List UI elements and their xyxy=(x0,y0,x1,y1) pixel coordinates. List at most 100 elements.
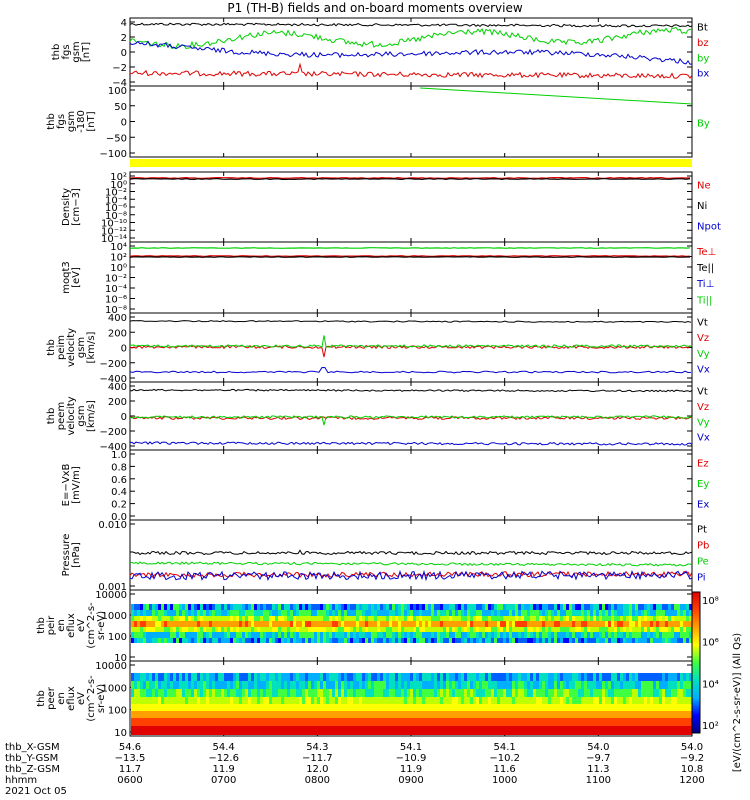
spectro-cell xyxy=(362,704,365,711)
y-axis-label: gsm xyxy=(76,337,87,358)
spectro-cell xyxy=(152,638,155,643)
spectro-cell xyxy=(251,718,254,726)
colorbar-label: [eV/(cm^2-s-sr-eV)] (All Qs) xyxy=(732,633,743,772)
spectro-cell xyxy=(623,616,626,621)
spectro-cell xyxy=(575,718,578,726)
spectro-cell xyxy=(521,711,524,718)
spectro-cell xyxy=(494,697,497,704)
spectro-cell xyxy=(179,604,182,610)
spectro-cell xyxy=(566,673,569,681)
spectro-cell xyxy=(413,610,416,616)
spectro-cell xyxy=(131,718,134,726)
spectro-cell xyxy=(179,673,182,681)
series-vt-ion xyxy=(129,320,692,323)
spectro-cell xyxy=(170,689,173,697)
spectro-cell xyxy=(242,681,245,689)
spectro-cell xyxy=(335,681,338,689)
y-axis-label: thb xyxy=(46,408,57,425)
spectro-cell xyxy=(356,718,359,726)
spectro-cell xyxy=(593,718,596,726)
spectro-cell xyxy=(308,689,311,697)
spectro-cell xyxy=(449,689,452,697)
spectro-cell xyxy=(131,627,134,632)
spectro-cell xyxy=(404,711,407,718)
spectro-cell xyxy=(503,704,506,711)
spectro-cell xyxy=(446,616,449,621)
spectro-cell xyxy=(170,704,173,711)
footer-value: 11.9 xyxy=(213,764,235,775)
spectro-cell xyxy=(200,632,203,638)
spectro-cell xyxy=(326,689,329,697)
spectro-cell xyxy=(530,616,533,621)
spectro-cell xyxy=(482,697,485,704)
spectro-cell xyxy=(377,704,380,711)
spectro-cell xyxy=(683,610,686,616)
spectro-cell xyxy=(278,604,281,610)
spectro-cell xyxy=(284,638,287,643)
spectro-cell xyxy=(566,627,569,632)
spectro-cell xyxy=(578,718,581,726)
spectro-cell xyxy=(173,689,176,697)
spectro-cell xyxy=(671,627,674,632)
spectro-cell xyxy=(317,632,320,638)
spectro-cell xyxy=(146,689,149,697)
spectro-cell xyxy=(470,638,473,643)
spectro-cell xyxy=(368,697,371,704)
spectro-cell xyxy=(443,638,446,643)
spectro-cell xyxy=(674,711,677,718)
spectro-cell xyxy=(323,726,326,735)
spectro-cell xyxy=(422,638,425,643)
spectro-cell xyxy=(566,726,569,735)
spectro-cell xyxy=(605,610,608,616)
spectro-cell xyxy=(284,627,287,632)
spectro-cell xyxy=(287,627,290,632)
spectro-cell xyxy=(239,697,242,704)
spectro-cell xyxy=(467,616,470,621)
spectro-cell xyxy=(467,681,470,689)
legend-label-vt: Vt xyxy=(697,318,708,329)
spectro-cell xyxy=(554,689,557,697)
spectro-cell xyxy=(524,697,527,704)
spectro-cell xyxy=(638,689,641,697)
y-tick-label: 10⁰ xyxy=(110,180,127,191)
spectro-cell xyxy=(614,616,617,621)
spectro-cell xyxy=(230,616,233,621)
y-tick-label: 10⁻⁸ xyxy=(105,211,127,222)
spectro-cell xyxy=(152,632,155,638)
y-tick-label: 50 xyxy=(114,102,127,113)
spectro-cell xyxy=(224,673,227,681)
spectro-cell xyxy=(350,673,353,681)
spectro-cell xyxy=(461,726,464,735)
spectro-cell xyxy=(311,627,314,632)
spectro-cell xyxy=(260,711,263,718)
spectro-cell xyxy=(170,681,173,689)
spectro-cell xyxy=(656,638,659,643)
spectro-cell xyxy=(431,711,434,718)
spectro-cell xyxy=(197,681,200,689)
spectro-cell xyxy=(377,689,380,697)
spectro-cell xyxy=(680,726,683,735)
spectro-cell xyxy=(632,681,635,689)
spectro-cell xyxy=(431,621,434,627)
spectro-cell xyxy=(395,697,398,704)
spectro-cell xyxy=(536,718,539,726)
spectro-cell xyxy=(575,726,578,735)
spectro-cell xyxy=(584,711,587,718)
spectro-cell xyxy=(509,718,512,726)
spectro-cell xyxy=(683,726,686,735)
y-axis-label: thb xyxy=(46,339,57,356)
spectro-cell xyxy=(656,604,659,610)
spectro-cell xyxy=(563,726,566,735)
spectro-cell xyxy=(341,610,344,616)
spectro-cell xyxy=(176,711,179,718)
spectro-cell xyxy=(482,681,485,689)
y-axis-label: velocity xyxy=(66,328,77,367)
spectro-cell xyxy=(611,621,614,627)
spectro-cell xyxy=(254,711,257,718)
spectro-cell xyxy=(659,689,662,697)
spectro-cell xyxy=(539,681,542,689)
spectro-cell xyxy=(317,718,320,726)
spectro-cell xyxy=(329,610,332,616)
spectro-cell xyxy=(425,627,428,632)
spectro-cell xyxy=(134,616,137,621)
